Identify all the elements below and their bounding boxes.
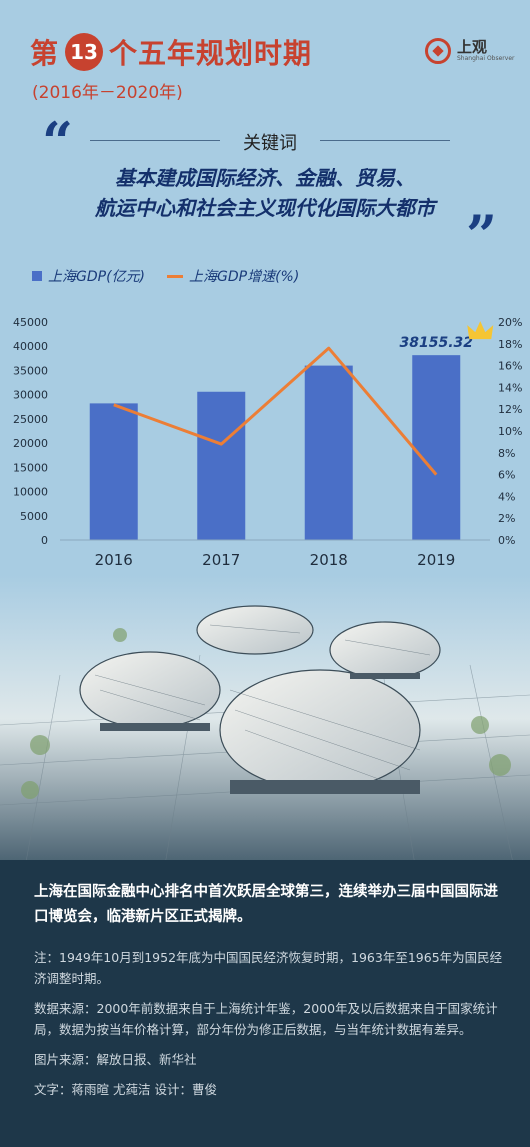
y-right-tick-label: 14%	[498, 381, 522, 394]
crown-icon	[467, 321, 494, 340]
y-left-tick-label: 20000	[13, 437, 48, 450]
y-right-tick-label: 12%	[498, 403, 522, 416]
keyword-title: 关键词	[243, 133, 297, 154]
page-title: 第 13 个五年规划时期	[30, 32, 312, 72]
note-text: 注：1949年10月到1952年底为中国国民经济恢复时期，1963年至1965年…	[34, 950, 503, 986]
gdp-chart: 45000 40000 35000 30000 25000 20000 15000 10000…	[13, 316, 522, 569]
image-credit-text: 图片来源：解放日报、新华社	[34, 1052, 197, 1067]
expo-center-illustration	[0, 575, 530, 895]
caption-headline: 上海在国际金融中心排名中首次跃居全球第三，连续举办三届中国国际进口博览会，临港新…	[34, 884, 498, 925]
highlight-value-label: 38155.32	[399, 335, 473, 351]
period-years: (2016年－2020年)	[32, 83, 183, 103]
close-quote-icon: ”	[466, 203, 498, 267]
title-suffix: 个五年规划时期	[109, 37, 313, 70]
y-left-tick-label: 10000	[13, 486, 48, 499]
keyword-text: 基本建成国际经济、金融、贸易、 航运中心和社会主义现代化国际大都市	[40, 163, 490, 223]
x-tick-label: 2018	[310, 551, 348, 569]
y-right-tick-label: 0%	[498, 534, 515, 547]
y-left-tick-label: 15000	[13, 461, 48, 474]
y-right-tick-label: 16%	[498, 360, 522, 373]
keyword-line-1: 基本建成国际经济、金融、贸易、	[115, 166, 415, 190]
y-left-tick-label: 30000	[13, 389, 48, 402]
logo-cn: 上观	[457, 38, 488, 56]
y-right-tick-label: 4%	[498, 490, 515, 503]
gdp-bar	[197, 391, 246, 540]
y-right-tick-label: 6%	[498, 469, 515, 482]
caption-panel	[0, 860, 530, 1147]
y-left-tick-label: 45000	[13, 316, 48, 329]
open-quote-icon: “	[42, 110, 74, 174]
shanghai-observer-logo: 上观 Shanghai Observer	[425, 38, 514, 64]
gdp-bar	[304, 365, 353, 540]
gdp-bar	[412, 355, 461, 540]
title-number-badge: 13	[65, 33, 104, 71]
y-right-tick-label: 2%	[498, 512, 515, 525]
author-credit-text: 文字：蒋雨暄 尤莼洁 设计：曹俊	[34, 1082, 217, 1097]
legend-bar-label: 上海GDP(亿元)	[48, 269, 145, 285]
y-left-tick-label: 5000	[20, 510, 48, 523]
y-right-tick-label: 10%	[498, 425, 522, 438]
y-left-tick-label: 0	[41, 534, 48, 547]
legend-line-label: 上海GDP增速(%)	[189, 269, 300, 285]
keyword-line-2: 航运中心和社会主义现代化国际大都市	[95, 196, 435, 220]
y-right-tick-label: 8%	[498, 447, 515, 460]
title-prefix: 第	[30, 37, 60, 70]
gdp-bar	[89, 403, 138, 540]
data-source-text: 数据来源：2000年前数据来自于上海统计年鉴，2000年及以后数据来自于国家统计…	[34, 1001, 498, 1037]
legend-line-swatch	[167, 274, 183, 278]
y-left-tick-label: 35000	[13, 364, 48, 377]
chart-legend: 上海GDP(亿元) 上海GDP增速(%)	[32, 266, 299, 286]
keyword-divider-right	[320, 140, 450, 141]
y-right-tick-label: 20%	[498, 316, 522, 329]
logo-mark-icon	[425, 38, 451, 64]
growth-line	[113, 346, 438, 476]
caption-notes: 注：1949年10月到1952年底为中国国民经济恢复时期，1963年至1965年…	[34, 947, 509, 1109]
legend-bar-swatch	[32, 271, 42, 281]
logo-en: Shanghai Observer	[457, 55, 515, 62]
y-left-tick-label: 25000	[13, 413, 48, 426]
x-tick-label: 2019	[417, 551, 455, 569]
y-left-tick-label: 40000	[13, 340, 48, 353]
keyword-divider-left	[90, 140, 220, 141]
x-tick-label: 2017	[202, 551, 240, 569]
x-tick-label: 2016	[95, 551, 133, 569]
y-right-tick-label: 18%	[498, 338, 522, 351]
